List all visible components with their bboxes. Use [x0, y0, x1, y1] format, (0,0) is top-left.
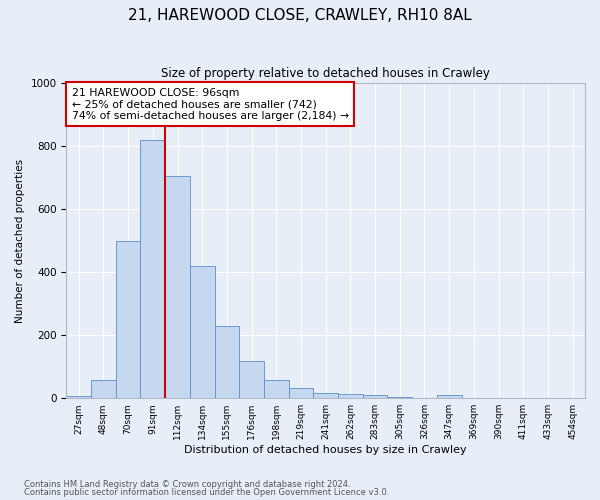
Bar	[239, 361, 264, 398]
Text: Contains public sector information licensed under the Open Government Licence v3: Contains public sector information licen…	[24, 488, 389, 497]
Bar	[165, 176, 190, 398]
Bar	[116, 240, 140, 398]
Bar	[67, 396, 91, 398]
Bar	[289, 388, 313, 398]
Title: Size of property relative to detached houses in Crawley: Size of property relative to detached ho…	[161, 68, 490, 80]
Text: Contains HM Land Registry data © Crown copyright and database right 2024.: Contains HM Land Registry data © Crown c…	[24, 480, 350, 489]
Bar	[215, 326, 239, 398]
Bar	[313, 394, 338, 398]
X-axis label: Distribution of detached houses by size in Crawley: Distribution of detached houses by size …	[184, 445, 467, 455]
Text: 21, HAREWOOD CLOSE, CRAWLEY, RH10 8AL: 21, HAREWOOD CLOSE, CRAWLEY, RH10 8AL	[128, 8, 472, 22]
Bar	[338, 394, 363, 398]
Bar	[140, 140, 165, 398]
Bar	[388, 396, 412, 398]
Y-axis label: Number of detached properties: Number of detached properties	[15, 158, 25, 322]
Bar	[437, 395, 461, 398]
Bar	[363, 395, 388, 398]
Bar	[190, 266, 215, 398]
Bar	[91, 380, 116, 398]
Bar	[264, 380, 289, 398]
Text: 21 HAREWOOD CLOSE: 96sqm
← 25% of detached houses are smaller (742)
74% of semi-: 21 HAREWOOD CLOSE: 96sqm ← 25% of detach…	[71, 88, 349, 121]
